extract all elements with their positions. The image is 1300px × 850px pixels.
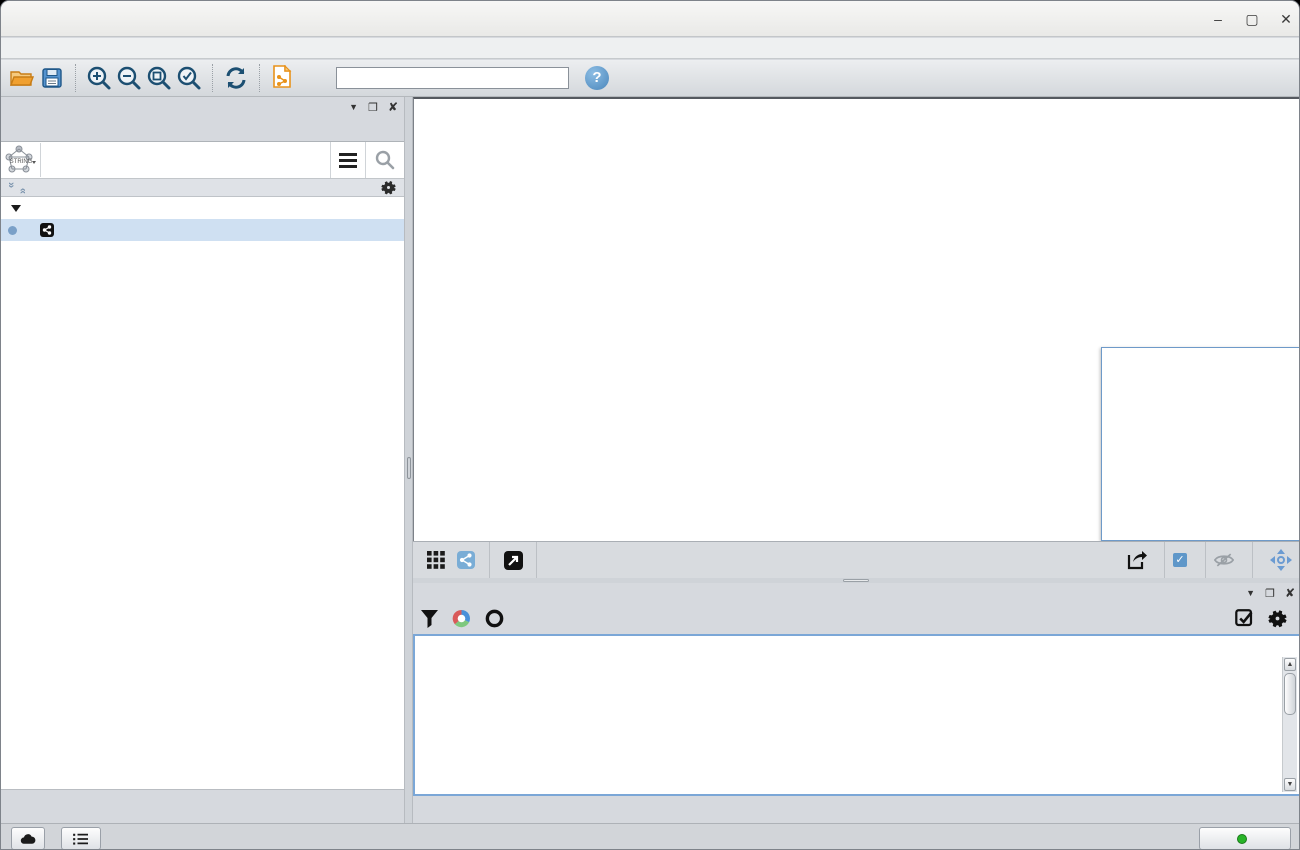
- select-columns-icon[interactable]: [1235, 609, 1254, 628]
- table-tabs: [413, 796, 1299, 823]
- maximize-button[interactable]: ▢: [1245, 11, 1259, 27]
- table-panel-header: ▼ ❐ ✘: [413, 583, 1299, 603]
- hidden-eye-icon: [1214, 553, 1234, 567]
- zoom-out-icon: [117, 66, 141, 90]
- zoom-out-button[interactable]: [114, 64, 144, 92]
- table-scrollbar[interactable]: ▲ ▼: [1282, 657, 1297, 792]
- string-logo-icon[interactable]: STRING: [1, 143, 41, 177]
- external-arrow-icon: [503, 550, 523, 570]
- filter-button[interactable]: [421, 609, 438, 628]
- svg-text:STRING: STRING: [9, 159, 32, 165]
- control-panel-header: ▼ ❐ ✘: [1, 97, 404, 117]
- pan-tool-icon[interactable]: [1269, 548, 1293, 572]
- splitter-grip[interactable]: [843, 579, 869, 582]
- table-panel: ▼ ❐ ✘: [413, 583, 1299, 796]
- string-search-bar: STRING: [1, 141, 404, 179]
- network-collection-row[interactable]: [1, 197, 404, 219]
- task-history-button[interactable]: [11, 827, 45, 849]
- minimize-button[interactable]: –: [1214, 11, 1222, 27]
- search-input[interactable]: [336, 67, 569, 89]
- enrichment-table: ▲ ▼: [413, 634, 1299, 796]
- expand-all-icon[interactable]: »: [5, 181, 17, 188]
- memory-status-dot: [1237, 833, 1247, 844]
- menu-bar: [1, 38, 1299, 59]
- filter-funnel-icon: [421, 609, 438, 628]
- divider-grip[interactable]: [407, 457, 411, 479]
- network-document-icon: [273, 65, 292, 88]
- status-bar: [1, 823, 1299, 849]
- export-icon: [1127, 551, 1147, 570]
- close-button[interactable]: ✕: [1280, 11, 1292, 27]
- title-bar: – ▢ ✕: [1, 1, 1299, 37]
- table-panel-menu-icon[interactable]: ▼: [1246, 588, 1256, 598]
- chart-settings-button[interactable]: [452, 609, 471, 628]
- grid-icon: [427, 551, 445, 569]
- panel-divider[interactable]: [404, 97, 413, 823]
- memory-button[interactable]: [1199, 827, 1291, 849]
- refresh-button[interactable]: [221, 64, 251, 92]
- network-selector-row: » »: [1, 179, 404, 197]
- network-toolbar: ✓: [413, 541, 1299, 578]
- cloud-icon: [20, 833, 36, 844]
- list-icon: [73, 833, 88, 845]
- remove-chart-button[interactable]: [485, 609, 504, 628]
- table-close-icon[interactable]: ✘: [1284, 586, 1295, 600]
- zoom-fit-button[interactable]: [144, 64, 174, 92]
- clone-network-button[interactable]: [268, 64, 298, 92]
- selected-nodes-icon: ✓: [1173, 553, 1187, 567]
- close-panel-icon[interactable]: ✘: [387, 100, 398, 114]
- collapse-arrow-icon[interactable]: [11, 203, 21, 213]
- empty-ring-icon: [485, 609, 504, 628]
- search-icon: [375, 150, 395, 170]
- horizontal-splitter[interactable]: [413, 578, 1299, 583]
- current-network-dot: [8, 225, 17, 235]
- refresh-icon: [226, 67, 246, 89]
- zoom-selected-button[interactable]: [174, 64, 204, 92]
- help-button[interactable]: ?: [585, 66, 609, 90]
- donut-chart-icon: [452, 609, 470, 628]
- zoom-in-icon: [87, 66, 111, 90]
- open-session-button[interactable]: [7, 64, 37, 92]
- network-list: [1, 197, 404, 790]
- float-panel-icon[interactable]: ❐: [368, 101, 378, 114]
- string-search-button[interactable]: [366, 150, 404, 170]
- zoom-selected-icon: [177, 66, 201, 90]
- panel-menu-icon[interactable]: ▼: [349, 102, 359, 112]
- export-network-button[interactable]: [1122, 546, 1152, 574]
- network-row[interactable]: [1, 219, 404, 241]
- table-float-icon[interactable]: ❐: [1265, 587, 1275, 600]
- scroll-down-arrow[interactable]: ▼: [1284, 778, 1296, 791]
- table-settings-gear-icon[interactable]: [1268, 609, 1287, 628]
- enrichment-toolbar: [413, 603, 1299, 634]
- network-navigator[interactable]: [1101, 347, 1299, 541]
- zoom-fit-icon: [147, 66, 171, 90]
- string-network-icon: [40, 223, 54, 237]
- share-icon: [457, 551, 475, 569]
- string-options-menu-icon[interactable]: [331, 152, 365, 168]
- birdseye-toggle-button[interactable]: [451, 546, 481, 574]
- save-icon: [42, 68, 62, 88]
- control-panel-tabs: [1, 117, 404, 141]
- task-list-button[interactable]: [61, 827, 101, 849]
- control-panel: ▼ ❐ ✘ STRING: [1, 97, 404, 823]
- collapse-all-icon[interactable]: »: [17, 187, 29, 194]
- main-toolbar: ?: [1, 60, 1299, 97]
- scroll-up-arrow[interactable]: ▲: [1284, 658, 1296, 671]
- scroll-thumb[interactable]: [1284, 673, 1296, 715]
- zoom-in-button[interactable]: [84, 64, 114, 92]
- open-folder-icon: [10, 71, 34, 86]
- network-options-gear-icon[interactable]: [381, 180, 396, 195]
- save-session-button[interactable]: [37, 64, 67, 92]
- grid-view-button[interactable]: [421, 546, 451, 574]
- open-in-window-button[interactable]: [498, 546, 528, 574]
